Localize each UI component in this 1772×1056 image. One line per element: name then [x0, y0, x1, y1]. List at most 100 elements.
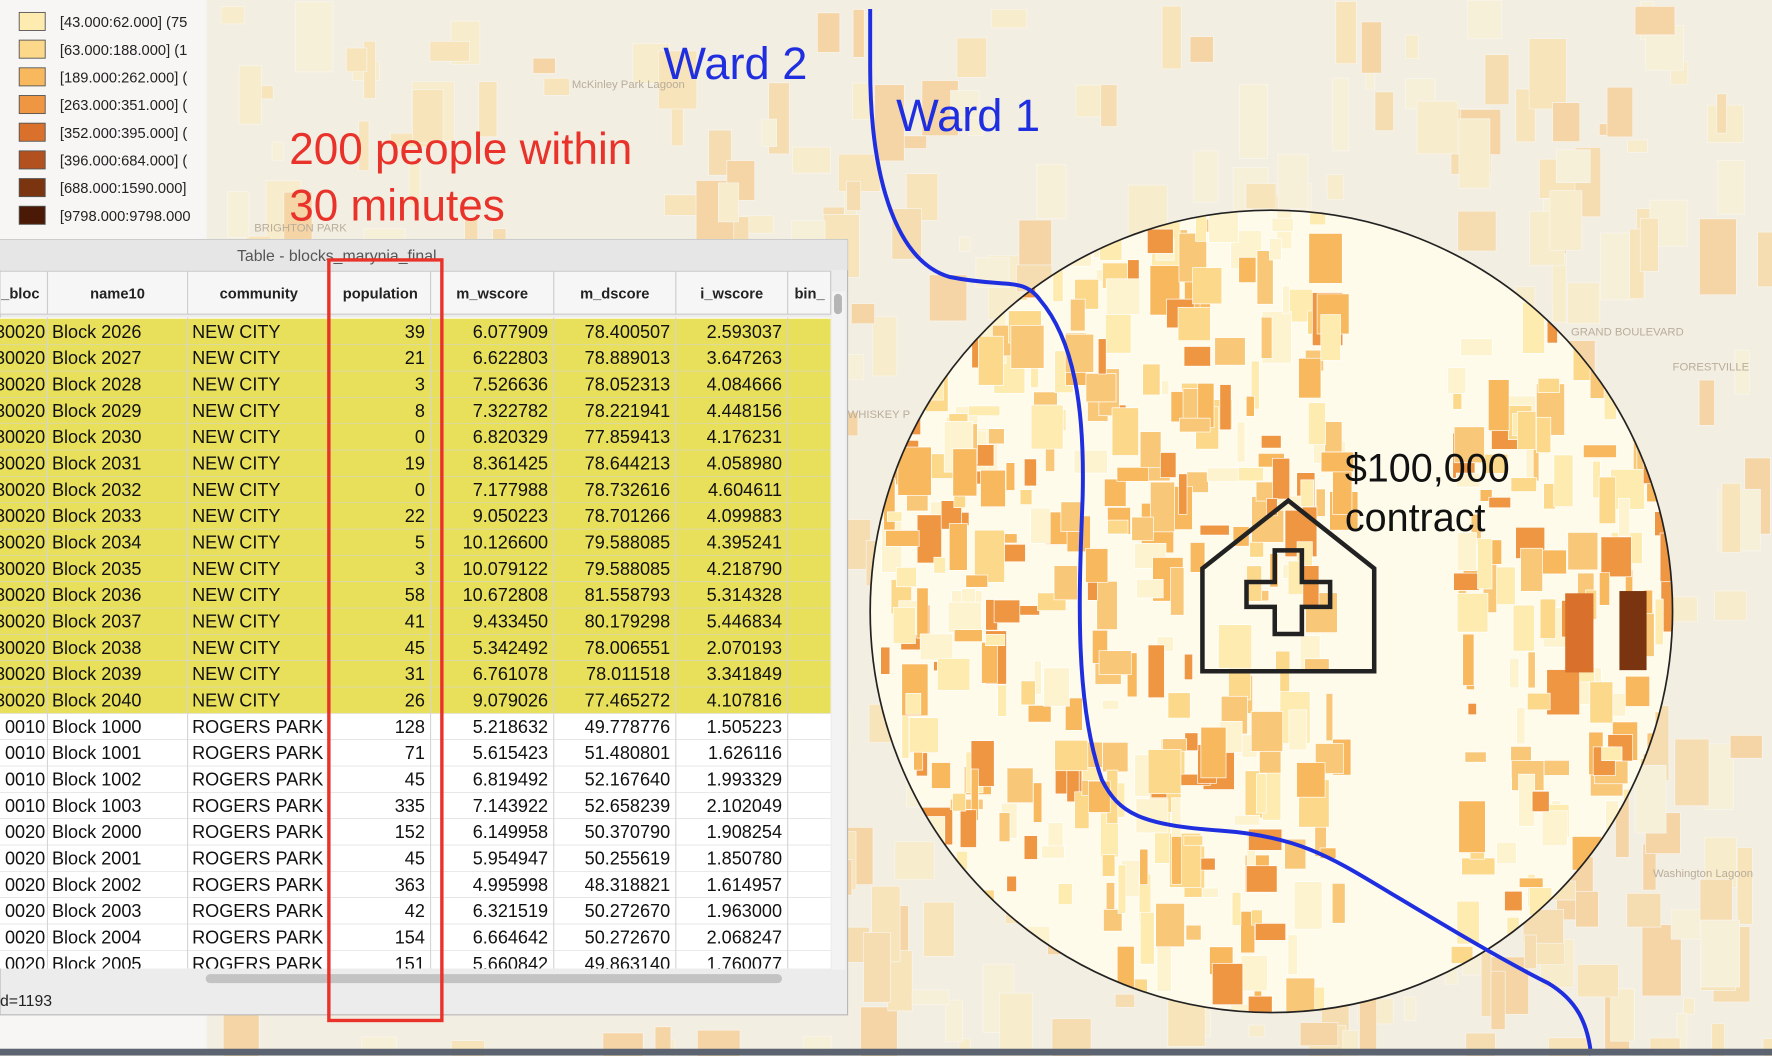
- map-block: [1254, 923, 1287, 941]
- table-cell: NEW CITY: [192, 638, 280, 658]
- table-row: [0, 792, 831, 819]
- map-block: [998, 812, 1011, 843]
- map-block: [1298, 357, 1322, 399]
- map-block: [1208, 210, 1239, 243]
- table-footer: d=1193: [0, 993, 52, 1010]
- table-cell: 78.889013: [585, 348, 670, 368]
- map-block: [961, 588, 976, 604]
- map-block: [888, 135, 927, 149]
- map-block: [1405, 78, 1436, 110]
- table-row: [0, 739, 831, 767]
- map-block: [1114, 993, 1135, 1008]
- legend-swatch: [18, 205, 46, 225]
- table-cell: 78.221941: [585, 401, 670, 421]
- map-block: [1574, 147, 1602, 218]
- map-block: [670, 90, 684, 147]
- map-block: [1706, 104, 1744, 143]
- table-cell: 5.615423: [473, 743, 548, 763]
- table-cell: 1.908254: [707, 822, 782, 842]
- map-block: [1553, 454, 1574, 508]
- table-cell: 6.622803: [473, 348, 548, 368]
- map-block: [1539, 938, 1575, 988]
- map-block: [1277, 153, 1309, 210]
- map-block: [990, 8, 1028, 29]
- map-block: [1006, 875, 1017, 892]
- map-block: [1539, 598, 1557, 639]
- map-block: [1018, 219, 1052, 274]
- table-row: [0, 687, 831, 714]
- table-cell: 3.647263: [707, 348, 782, 368]
- map-block: [953, 629, 983, 642]
- table-cell: 21: [405, 348, 425, 368]
- scrollbar-thumb[interactable]: [834, 293, 842, 315]
- table-cell: 52.658239: [585, 796, 670, 816]
- map-block: [1206, 467, 1239, 482]
- map-block: [1300, 479, 1315, 508]
- map-block: [1510, 477, 1537, 492]
- map-block: [1245, 183, 1277, 210]
- table-cell: 5.342492: [473, 638, 548, 658]
- map-block: [1698, 379, 1715, 426]
- map-block: [1567, 282, 1601, 324]
- map-block: [1100, 84, 1118, 127]
- map-block: [1405, 34, 1419, 59]
- map-block: [1193, 150, 1219, 203]
- table-cell: 1.963000: [707, 901, 782, 921]
- table-cell: 4.395241: [707, 533, 782, 553]
- table-row: [0, 582, 831, 609]
- map-block: [1183, 835, 1204, 846]
- map-block: [1331, 883, 1346, 924]
- map-block: [708, 129, 732, 176]
- legend-swatch: [18, 95, 46, 115]
- map-block: [1256, 773, 1267, 814]
- map-block: [1467, 0, 1502, 40]
- legend-label: [263.000:351.000] (: [60, 98, 188, 114]
- map-block: [1247, 995, 1273, 1013]
- map-block: [1477, 538, 1493, 590]
- map-block: [1296, 762, 1326, 798]
- table-cell: 2.070193: [707, 638, 782, 658]
- table-cell: Block 2001: [52, 849, 141, 869]
- table-cell: 78.006551: [585, 638, 670, 658]
- map-block: [1085, 373, 1117, 403]
- map-block: [1101, 699, 1120, 710]
- map-block: [1509, 657, 1520, 689]
- map-block: [1335, 1, 1357, 65]
- map-block: [872, 905, 909, 967]
- map-block: [1234, 814, 1260, 826]
- map-block: [1480, 951, 1492, 1017]
- table-cell: 5.660842: [473, 954, 548, 974]
- map-block: [1023, 458, 1037, 487]
- map-block: [980, 469, 1006, 508]
- map-block: [1147, 749, 1182, 795]
- map-block: [950, 90, 980, 119]
- table-cell: 9.433450: [473, 612, 548, 632]
- map-block: [1487, 379, 1510, 432]
- map-block: [901, 712, 910, 759]
- map-block: [921, 80, 959, 137]
- table-cell: Block 2032: [52, 480, 141, 500]
- horizontal-scrollbar[interactable]: [205, 974, 783, 984]
- table-cell: Block 2027: [52, 348, 141, 368]
- map-block: [1161, 380, 1170, 395]
- table-cell: 9.079026: [473, 691, 548, 711]
- table-cell: 3.341849: [707, 664, 782, 684]
- place-label: McKinley Park Lagoon: [572, 79, 685, 91]
- map-block: [1030, 507, 1051, 544]
- map-block: [1634, 764, 1667, 834]
- map-block: [872, 316, 898, 377]
- table-cell: 81.558793: [585, 585, 670, 605]
- table-cell: 0: [415, 427, 425, 447]
- table-cell: NEW CITY: [192, 506, 280, 526]
- annotation: 30 minutes: [289, 181, 505, 230]
- map-block: [1364, 54, 1376, 91]
- map-block: [658, 50, 698, 110]
- table-cell: ROGERS PARK: [192, 743, 323, 763]
- map-block: [1538, 158, 1582, 199]
- map-block: [1453, 572, 1480, 591]
- map-block: [897, 446, 932, 496]
- map-block: [1001, 543, 1026, 563]
- map-block: [1636, 208, 1668, 230]
